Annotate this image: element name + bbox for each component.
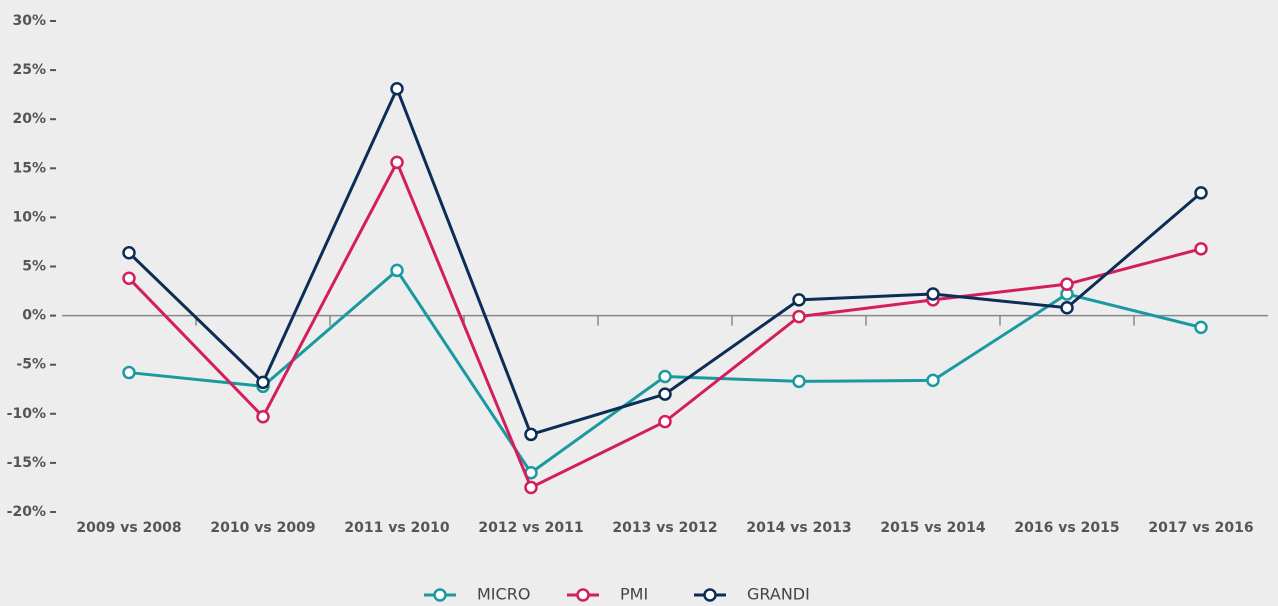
point [1060, 277, 1074, 291]
x-tick-label: 2010 vs 2009 [210, 520, 315, 536]
y-tick-label: -10% [7, 406, 46, 422]
point [926, 373, 940, 388]
y-tick-label: 25% [12, 62, 46, 78]
x-tick-label: 2011 vs 2010 [344, 520, 449, 536]
point [792, 309, 806, 324]
x-tick-label: 2014 vs 2013 [746, 520, 851, 536]
point [926, 287, 940, 301]
point [658, 414, 672, 429]
legend-label: PMI [620, 585, 648, 604]
x-tick-label: 2013 vs 2012 [612, 520, 717, 536]
y-tick-label: -15% [7, 455, 46, 471]
legend-label: GRANDI [747, 585, 810, 604]
point [524, 427, 538, 442]
y-tick-label: 10% [12, 209, 46, 225]
point [658, 387, 672, 401]
point [792, 293, 806, 307]
y-tick-label: -5% [16, 357, 46, 373]
point [1060, 300, 1074, 315]
point [1194, 320, 1208, 335]
point [1194, 242, 1208, 256]
point [256, 375, 270, 390]
point [658, 369, 672, 384]
point [390, 263, 404, 278]
x-tick-label: 2016 vs 2015 [1014, 520, 1119, 536]
y-tick-label: 30% [12, 13, 46, 29]
y-tick-label: 15% [12, 160, 46, 176]
point [122, 271, 136, 286]
legend-label: MICRO [477, 585, 530, 604]
y-tick-label: 20% [12, 111, 46, 127]
legend-marker [576, 588, 590, 602]
point [390, 82, 404, 96]
point [1194, 186, 1208, 200]
y-tick-label: -20% [7, 504, 46, 520]
y-tick-label: 5% [22, 259, 46, 275]
x-tick-label: 2015 vs 2014 [880, 520, 985, 536]
point [256, 409, 270, 424]
point [524, 480, 538, 495]
legend-marker [703, 588, 717, 602]
y-tick-label: 0% [22, 308, 46, 324]
legend-marker [433, 588, 447, 602]
x-tick-label: 2017 vs 2016 [1148, 520, 1253, 536]
x-tick-label: 2009 vs 2008 [76, 520, 181, 536]
point [792, 374, 806, 389]
point [122, 246, 136, 260]
point [122, 365, 136, 380]
x-tick-label: 2012 vs 2011 [478, 520, 583, 536]
point [390, 155, 404, 170]
